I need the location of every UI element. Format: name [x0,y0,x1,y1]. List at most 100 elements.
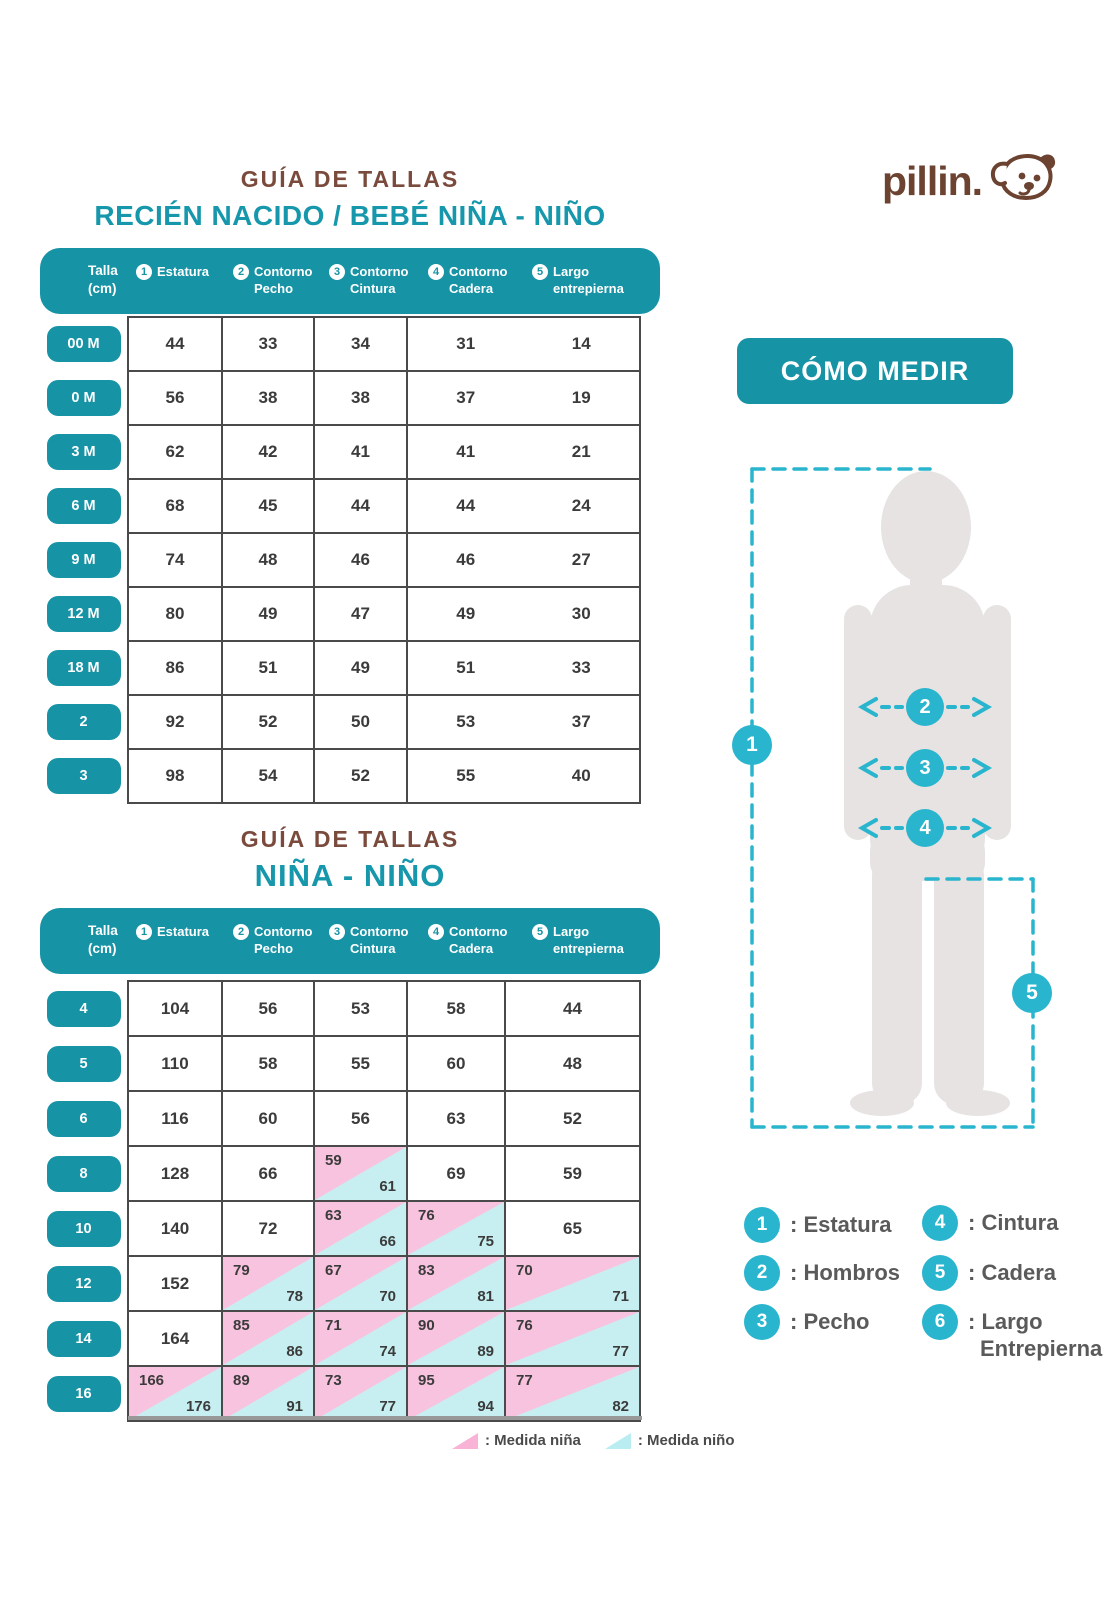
nino-value: 89 [477,1343,494,1360]
nino-value: 82 [612,1398,629,1415]
table-cell: 110 [127,1035,223,1092]
number-badge-icon: 2 [233,924,249,940]
size-pill: 14 [46,1320,121,1357]
table-cell: 49 [221,586,315,642]
legend-label-cadera: : Cadera [968,1260,1057,1285]
nina-value: 89 [233,1372,250,1389]
nina-value: 76 [516,1317,533,1334]
column-header-cadera: 4 Contorno Cadera [428,923,507,957]
table-cell-split: 89 91 [221,1365,315,1422]
table-cell: 41 [313,424,408,480]
size-table-baby: 00 M 44 33 34 31 14 0 M 56 38 38 37 19 3 M… [40,316,641,804]
table-cell: 52 [313,748,408,804]
cell-value: 14 [571,334,591,353]
number-badge-icon: 3 [329,264,345,280]
table-cell: 74 [127,532,223,588]
size-pill: 12 [46,1265,121,1302]
number-badge-icon: 1 [136,924,152,940]
table-cell: 53 [313,980,408,1037]
table-cell: 55 40 [406,748,641,804]
size-pill: 2 [46,704,121,740]
table-row: 3 98 54 52 55 40 [40,748,641,804]
nino-value: 91 [286,1398,303,1415]
table-cell: 52 [221,694,315,750]
size-pill: 6 [46,1100,121,1137]
legend-badge-4: 4 [922,1205,958,1241]
nino-value: 176 [185,1398,211,1415]
talla-unit: (cm) [88,941,117,956]
talla-label: Talla [88,923,118,938]
table-cell: 58 [406,980,506,1037]
table-row: 2 92 52 50 53 37 [40,694,641,750]
table-row: 3 M 62 42 41 41 21 [40,424,641,480]
table-cell-split: 73 77 [313,1365,408,1422]
talla-header: Talla (cm) [88,262,118,298]
column-header-cadera: 4 Contorno Cadera [428,263,507,297]
nino-value: 86 [286,1343,303,1360]
marker-5: 5 [1012,973,1052,1013]
legend-badge-1: 1 [744,1207,780,1243]
table-cell: 44 24 [406,478,641,534]
table-row: 0 M 56 38 38 37 19 [40,370,641,426]
table-cell: 62 [127,424,223,480]
table-row: 12 152 79 78 67 70 83 81 70 71 [40,1255,641,1312]
nina-value: 95 [418,1372,435,1389]
cell-value: 37 [456,388,476,407]
nina-value: 90 [418,1317,435,1334]
table-cell: 68 [127,478,223,534]
size-pill: 00 M [46,326,121,362]
cell-value: 40 [571,766,591,785]
column-header-cintura: 3 Contorno Cintura [329,923,408,957]
table-cell-split: 71 74 [313,1310,408,1367]
table-row: 18 M 86 51 49 51 33 [40,640,641,696]
legend-label-estatura: : Estatura [790,1212,892,1237]
nina-value: 71 [325,1317,342,1334]
legend-label-hombros: : Hombros [790,1260,900,1285]
nina-value: 73 [325,1372,342,1389]
table-cell-split: 70 71 [504,1255,641,1312]
size-pill: 6 M [46,488,121,524]
nino-value: 74 [379,1343,396,1360]
table-cell: 51 33 [406,640,641,696]
table-cell: 47 [313,586,408,642]
table-color-legend: : Medida niña : Medida niño [452,1432,735,1449]
size-pill: 12 M [46,596,121,632]
nino-value: 70 [379,1288,396,1305]
table-cell: 164 [127,1310,223,1367]
cell-value: 31 [456,334,476,353]
table-cell: 55 [313,1035,408,1092]
table-cell: 44 [313,478,408,534]
nino-value: 66 [379,1233,396,1250]
legend-nina: : Medida niña [452,1432,581,1449]
table-row: 6 M 68 45 44 44 24 [40,478,641,534]
table-cell: 45 [221,478,315,534]
table-cell-split: 90 89 [406,1310,506,1367]
nino-value: 78 [286,1288,303,1305]
talla-header: Talla (cm) [88,922,118,958]
column-header-estatura: 1 Estatura [136,263,209,280]
table-row: 6 116 60 56 63 52 [40,1090,641,1147]
marker-1: 1 [732,725,772,765]
table-cell-split: 166 176 [127,1365,223,1422]
table-cell: 51 [221,640,315,696]
table-cell: 63 [406,1090,506,1147]
table-cell: 56 [127,370,223,426]
table-cell: 54 [221,748,315,804]
table-row: 8 128 66 59 61 69 59 [40,1145,641,1202]
size-pill: 3 [46,758,121,794]
table-cell: 60 [221,1090,315,1147]
nina-value: 76 [418,1207,435,1224]
nino-value: 71 [612,1288,629,1305]
table-cell: 58 [221,1035,315,1092]
table-cell: 92 [127,694,223,750]
table-row: 12 M 80 49 47 49 30 [40,586,641,642]
table-cell: 65 [504,1200,641,1257]
size-pill: 5 [46,1045,121,1082]
cell-value: 30 [571,604,591,623]
table-cell: 46 [313,532,408,588]
legend-label-entrepierna: Entrepierna [980,1336,1103,1361]
cell-value: 46 [456,550,476,569]
table-row: 16 166 176 89 91 73 77 95 94 77 82 [40,1365,641,1422]
cell-value: 53 [456,712,476,731]
nino-value: 77 [612,1343,629,1360]
